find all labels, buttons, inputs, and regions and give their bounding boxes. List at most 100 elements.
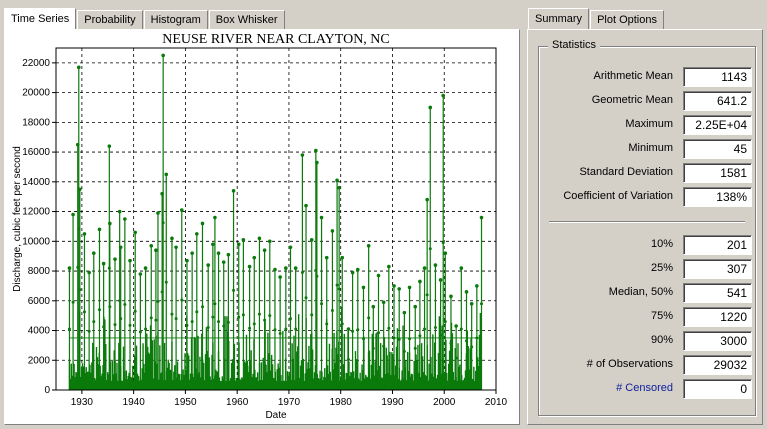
data-point xyxy=(262,248,267,253)
data-point xyxy=(107,144,112,148)
data-point xyxy=(330,308,334,312)
minimum-field[interactable]: 45 xyxy=(683,139,752,159)
data-point xyxy=(433,263,438,267)
data-point xyxy=(340,322,344,326)
data-point xyxy=(149,316,153,320)
data-point xyxy=(257,312,261,316)
data-point xyxy=(221,260,226,264)
data-point xyxy=(241,238,246,242)
data-point xyxy=(454,356,458,360)
data-point xyxy=(263,318,267,322)
data-point xyxy=(206,263,210,267)
summary-panel: Arithmetic Mean 1143 Geometric Mean 641.… xyxy=(527,29,763,425)
tab-probability[interactable]: Probability xyxy=(77,10,143,30)
tab-time-series[interactable]: Time Series xyxy=(4,8,77,30)
data-point xyxy=(464,339,468,343)
data-point xyxy=(376,331,380,335)
stat-label: Maximum xyxy=(625,118,673,130)
arithmetic-mean-field[interactable]: 1143 xyxy=(683,67,752,87)
data-point xyxy=(314,148,318,153)
data-point xyxy=(206,326,210,330)
data-point xyxy=(371,304,376,309)
data-point xyxy=(273,267,277,272)
tab-summary[interactable]: Summary xyxy=(528,8,590,30)
data-point xyxy=(381,300,386,305)
data-point xyxy=(397,287,402,291)
statistics-legend: Statistics xyxy=(548,39,601,51)
geometric-mean-field[interactable]: 641.2 xyxy=(683,91,752,111)
data-point xyxy=(337,185,341,190)
data-point xyxy=(67,327,71,331)
data-point xyxy=(443,320,447,324)
data-point xyxy=(413,304,418,309)
stat-row-p25: 25% 307 xyxy=(539,259,755,279)
data-point xyxy=(443,251,448,255)
stat-row-geometric-mean: Geometric Mean 641.2 xyxy=(539,91,755,111)
data-point xyxy=(133,309,137,313)
data-point xyxy=(200,221,205,226)
data-point xyxy=(480,302,484,306)
data-point xyxy=(123,303,127,306)
data-point xyxy=(475,284,479,288)
data-point xyxy=(418,334,422,338)
censored-field[interactable]: 0 xyxy=(683,379,752,399)
data-point xyxy=(138,330,142,334)
coefficient-of-variation-field[interactable]: 138% xyxy=(683,187,752,207)
data-point xyxy=(133,230,137,235)
chart-tabs: Time Series Probability Histogram Box Wh… xyxy=(4,8,286,30)
data-point xyxy=(154,318,158,322)
data-point xyxy=(325,322,329,326)
data-point xyxy=(413,346,417,350)
y-tick-label: 12000 xyxy=(22,207,50,218)
stat-label: Arithmetic Mean xyxy=(593,70,673,82)
tab-box-whisker[interactable]: Box Whisker xyxy=(208,10,285,30)
data-point xyxy=(97,308,101,312)
data-point xyxy=(351,329,355,333)
stat-row-observations: # of Observations 29032 xyxy=(539,355,755,375)
y-tick-label: 18000 xyxy=(22,117,50,128)
tab-plot-options[interactable]: Plot Options xyxy=(590,10,664,30)
tab-histogram[interactable]: Histogram xyxy=(143,10,208,30)
y-tick-label: 0 xyxy=(44,385,50,396)
y-tick-label: 8000 xyxy=(28,266,51,277)
data-point xyxy=(71,212,75,217)
data-point xyxy=(288,317,292,321)
data-point xyxy=(335,178,339,183)
percentile-90-field[interactable]: 3000 xyxy=(683,331,752,351)
data-point xyxy=(392,284,396,288)
x-tick-label: 1990 xyxy=(381,397,404,408)
data-point xyxy=(185,323,189,327)
data-point xyxy=(433,326,437,330)
data-point xyxy=(190,251,194,255)
stat-row-p75: 75% 1220 xyxy=(539,307,755,327)
data-point xyxy=(195,310,199,314)
percentile-75-field[interactable]: 1220 xyxy=(683,307,752,327)
percentile-25-field[interactable]: 307 xyxy=(683,259,752,279)
data-point xyxy=(470,345,474,349)
data-point xyxy=(213,302,217,306)
data-point xyxy=(170,236,174,241)
data-point xyxy=(82,232,87,236)
stat-label: Minimum xyxy=(628,142,673,154)
data-point xyxy=(423,327,427,331)
standard-deviation-field[interactable]: 1581 xyxy=(683,163,752,183)
percentile-10-field[interactable]: 201 xyxy=(683,235,752,255)
y-tick-label: 16000 xyxy=(22,147,50,158)
data-point xyxy=(143,266,148,270)
data-point xyxy=(300,153,305,157)
censored-link[interactable]: # Censored xyxy=(616,382,673,394)
median-field[interactable]: 541 xyxy=(683,283,752,303)
observations-field[interactable]: 29032 xyxy=(683,355,752,375)
data-point xyxy=(469,301,474,306)
stat-label: Coefficient of Variation xyxy=(563,190,673,202)
data-point xyxy=(117,209,122,214)
data-point xyxy=(211,315,215,319)
maximum-field[interactable]: 2.25E+04 xyxy=(683,115,752,135)
data-point xyxy=(190,320,194,324)
stat-label: Geometric Mean xyxy=(591,94,673,106)
x-tick-label: 2010 xyxy=(485,397,508,408)
data-point xyxy=(441,93,446,98)
y-tick-label: 14000 xyxy=(22,177,50,188)
y-axis-label: Discharge, cubic feet per second xyxy=(12,146,23,292)
data-point xyxy=(185,258,189,263)
